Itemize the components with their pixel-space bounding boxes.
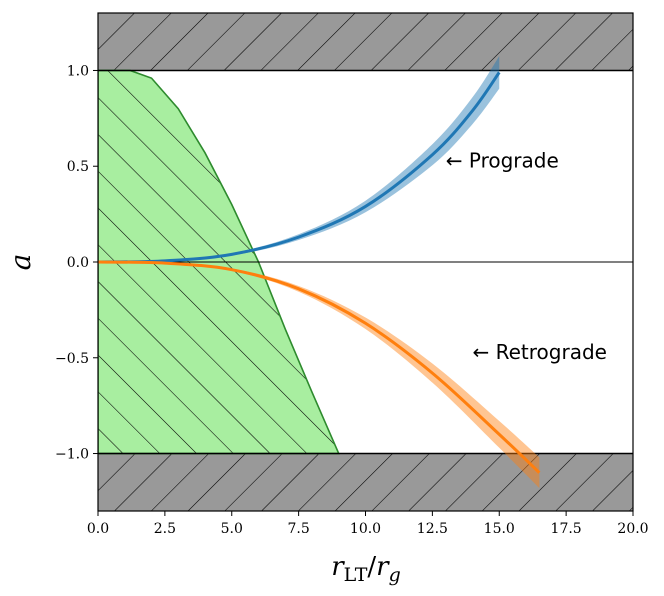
x-tick-label: 12.5 [417,521,448,537]
series-retrograde-line [98,260,541,474]
x-tick-label: 15.0 [484,521,515,537]
x-axis-label: rLT/rg [331,552,401,586]
y-axis-label: a [4,254,37,271]
x-tick-label: 17.5 [551,521,582,537]
x-tick-label: 5.0 [221,521,243,537]
y-tick-label: 0.0 [67,255,89,271]
series-prograde-line [98,71,501,264]
y-tick-label: −0.5 [55,351,89,367]
y-tick-label: 1.0 [67,63,89,79]
forbidden-region-top-hatch [98,13,633,71]
x-tick-label: 0.0 [87,521,109,537]
series-prograde-band [98,56,500,262]
x-tick-label: 10.0 [350,521,381,537]
x-tick-label: 20.0 [617,521,648,537]
annotation-prograde: ← Prograde [446,148,559,172]
forbidden-region-bottom-hatch [98,453,633,511]
y-tick-label: −1.0 [55,447,89,463]
x-tick-label: 7.5 [287,521,309,537]
y-tick-label: 0.5 [67,159,89,175]
annotation-retrograde: ← Retrograde [473,340,607,364]
x-tick-label: 2.5 [154,521,176,537]
